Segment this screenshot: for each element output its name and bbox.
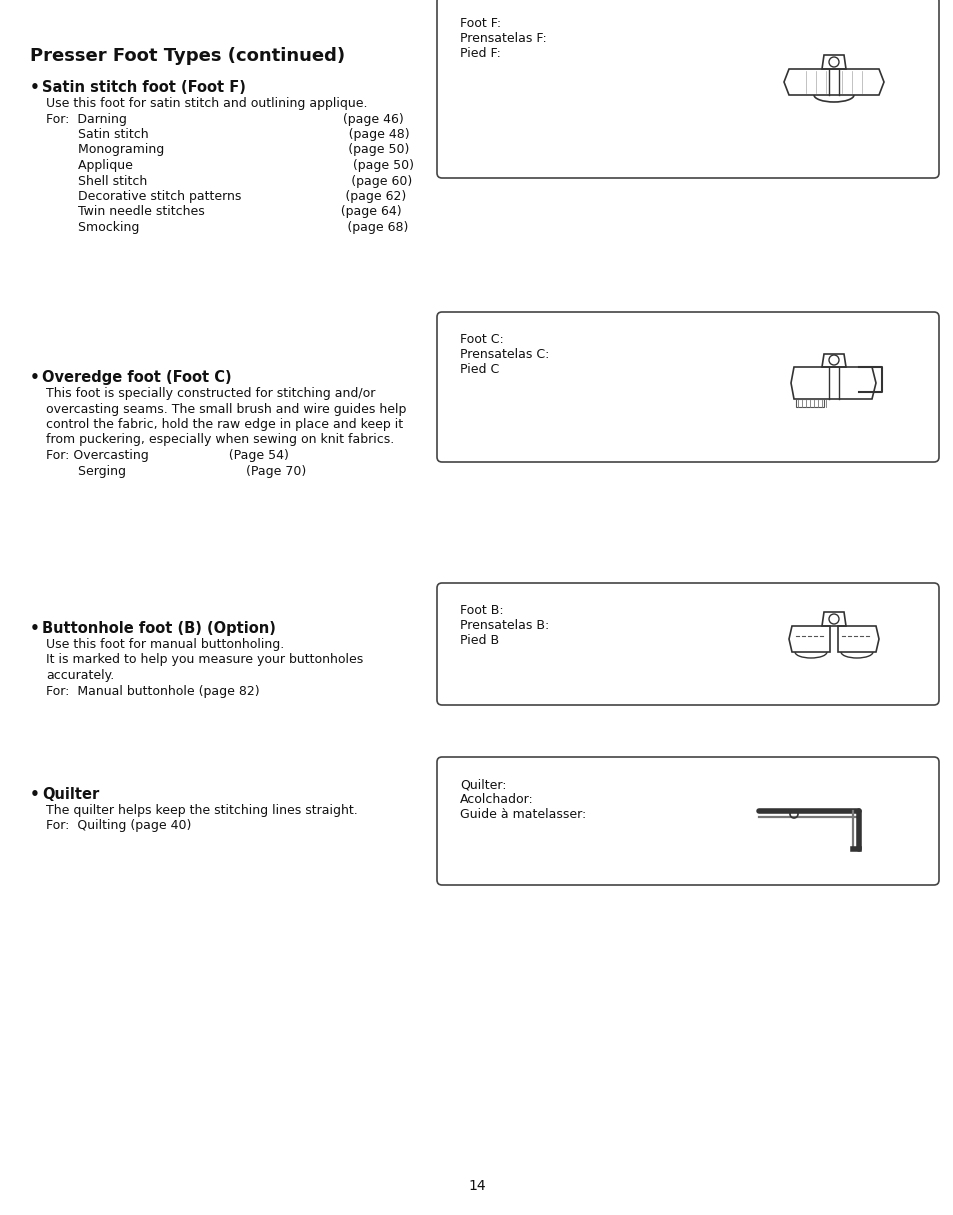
- Text: control the fabric, hold the raw edge in place and keep it: control the fabric, hold the raw edge in…: [46, 418, 403, 431]
- Text: Quilter: Quilter: [42, 787, 99, 802]
- Text: Satin stitch foot (Foot F): Satin stitch foot (Foot F): [42, 80, 246, 95]
- Text: Use this foot for manual buttonholing.: Use this foot for manual buttonholing.: [46, 638, 284, 651]
- FancyBboxPatch shape: [436, 757, 938, 885]
- Bar: [795, 399, 823, 407]
- Text: •: •: [30, 621, 40, 635]
- Text: Shell stitch                                                   (page 60): Shell stitch (page 60): [46, 175, 412, 187]
- Text: Satin stitch                                                  (page 48): Satin stitch (page 48): [46, 128, 409, 141]
- Text: overcasting seams. The small brush and wire guides help: overcasting seams. The small brush and w…: [46, 402, 406, 416]
- Text: Quilter:
Acolchador:
Guide à matelasser:: Quilter: Acolchador: Guide à matelasser:: [459, 778, 586, 821]
- Text: Foot F:
Prensatelas F:
Pied F:: Foot F: Prensatelas F: Pied F:: [459, 17, 546, 60]
- Text: Foot C:
Prensatelas C:
Pied C: Foot C: Prensatelas C: Pied C: [459, 333, 549, 375]
- Text: •: •: [30, 371, 40, 385]
- FancyBboxPatch shape: [436, 583, 938, 705]
- Text: Use this foot for satin stitch and outlining applique.: Use this foot for satin stitch and outli…: [46, 97, 367, 111]
- Text: •: •: [30, 80, 40, 95]
- Text: For:  Quilting (page 40): For: Quilting (page 40): [46, 819, 192, 832]
- Text: Serging                              (Page 70): Serging (Page 70): [46, 464, 306, 477]
- Text: Decorative stitch patterns                          (page 62): Decorative stitch patterns (page 62): [46, 190, 406, 203]
- Text: Applique                                                       (page 50): Applique (page 50): [46, 159, 414, 173]
- Text: Monograming                                              (page 50): Monograming (page 50): [46, 143, 409, 157]
- Text: This foot is specially constructed for stitching and/or: This foot is specially constructed for s…: [46, 388, 375, 400]
- Text: For:  Darning                                                      (page 46): For: Darning (page 46): [46, 113, 403, 125]
- Text: Overedge foot (Foot C): Overedge foot (Foot C): [42, 371, 232, 385]
- Text: Smocking                                                    (page 68): Smocking (page 68): [46, 221, 408, 234]
- Text: It is marked to help you measure your buttonholes: It is marked to help you measure your bu…: [46, 654, 363, 667]
- FancyBboxPatch shape: [436, 0, 938, 179]
- Text: •: •: [30, 787, 40, 802]
- Text: Presser Foot Types (continued): Presser Foot Types (continued): [30, 47, 345, 64]
- Text: For:  Manual buttonhole (page 82): For: Manual buttonhole (page 82): [46, 684, 259, 697]
- Text: Buttonhole foot (B) (Option): Buttonhole foot (B) (Option): [42, 621, 275, 635]
- Text: Foot B:
Prensatelas B:
Pied B: Foot B: Prensatelas B: Pied B: [459, 604, 549, 648]
- FancyBboxPatch shape: [436, 312, 938, 462]
- Text: The quilter helps keep the stitching lines straight.: The quilter helps keep the stitching lin…: [46, 804, 357, 816]
- Text: Twin needle stitches                                  (page 64): Twin needle stitches (page 64): [46, 205, 401, 219]
- Text: from puckering, especially when sewing on knit fabrics.: from puckering, especially when sewing o…: [46, 434, 394, 446]
- Text: 14: 14: [468, 1179, 485, 1193]
- Text: For: Overcasting                    (Page 54): For: Overcasting (Page 54): [46, 450, 289, 462]
- Text: accurately.: accurately.: [46, 669, 114, 682]
